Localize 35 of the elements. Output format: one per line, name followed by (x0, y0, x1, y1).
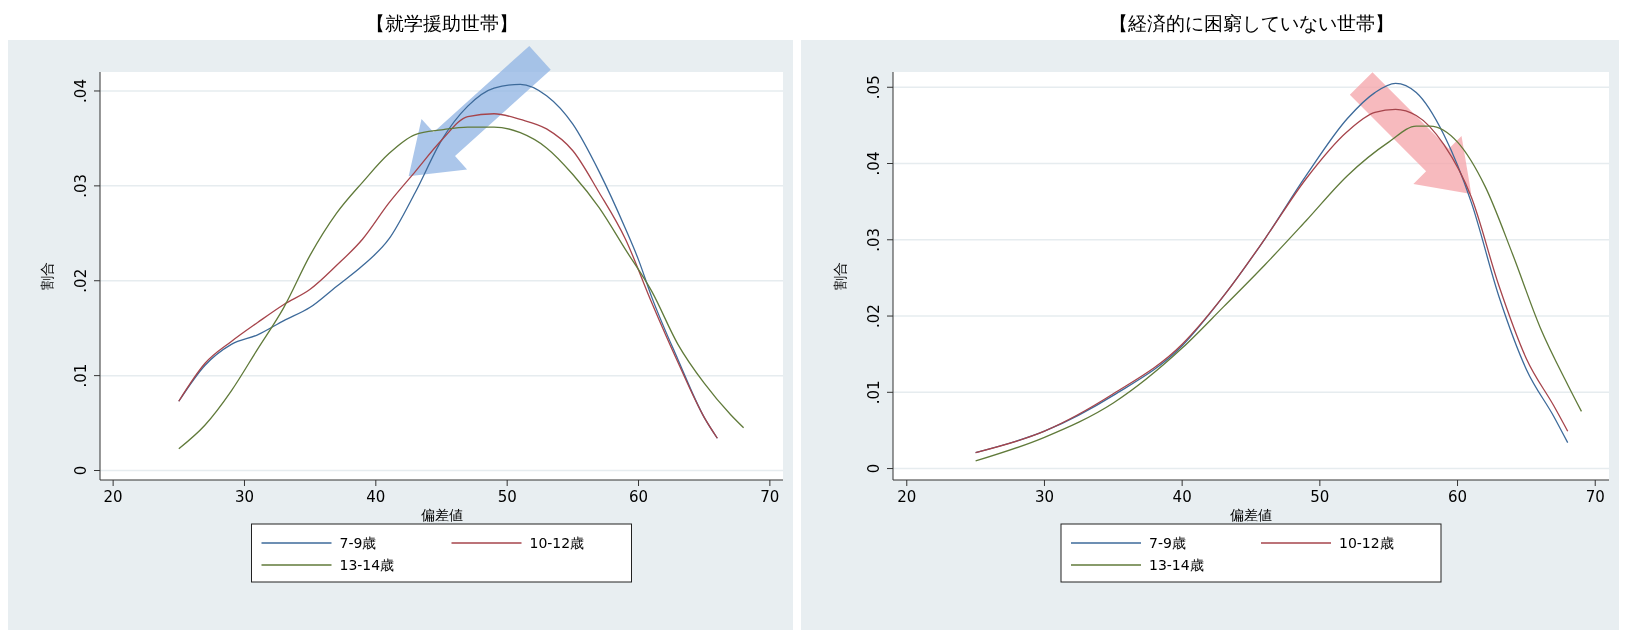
y-tick-label: 0 (72, 465, 90, 476)
x-tick-label: 30 (234, 488, 255, 506)
y-tick-label: 0 (865, 463, 883, 474)
x-axis-title: 偏差値 (1230, 507, 1272, 523)
legend-label: 10-12歳 (529, 535, 585, 551)
x-tick-label: 60 (628, 488, 649, 506)
y-tick-label: .02 (72, 268, 90, 293)
x-tick-label: 20 (103, 488, 123, 506)
chart-title: 【就学援助世帯】 (365, 12, 518, 34)
x-tick-label: 40 (1172, 488, 1192, 506)
y-axis-title: 割合 (39, 262, 55, 290)
y-tick-label: .04 (865, 151, 883, 176)
legend-label: 7-9歳 (339, 535, 377, 551)
x-tick-label: 70 (760, 488, 780, 506)
legend-label: 7-9歳 (1149, 535, 1186, 551)
y-axis-title: 割合 (832, 262, 848, 290)
legend-label: 10-12歳 (1339, 535, 1394, 551)
y-tick-label: .05 (865, 75, 883, 100)
y-tick-label: .03 (72, 173, 90, 198)
x-tick-label: 70 (1585, 488, 1605, 506)
x-tick-label: 40 (366, 488, 386, 506)
x-tick-label: 50 (497, 488, 517, 506)
x-tick-label: 30 (1034, 488, 1055, 506)
y-tick-label: .01 (865, 380, 883, 405)
legend-label: 13-14歳 (339, 557, 395, 573)
x-tick-label: 50 (1310, 488, 1330, 506)
y-tick-label: .03 (865, 227, 883, 252)
x-tick-label: 60 (1447, 488, 1468, 506)
y-tick-label: .04 (72, 79, 90, 103)
y-tick-label: .01 (72, 363, 90, 388)
x-axis-title: 偏差値 (420, 507, 463, 523)
y-tick-label: .02 (865, 304, 883, 328)
x-tick-label: 20 (897, 488, 917, 506)
legend-label: 13-14歳 (1149, 557, 1204, 573)
chart-title: 【経済的に困窮していない世帯】 (1108, 12, 1394, 34)
